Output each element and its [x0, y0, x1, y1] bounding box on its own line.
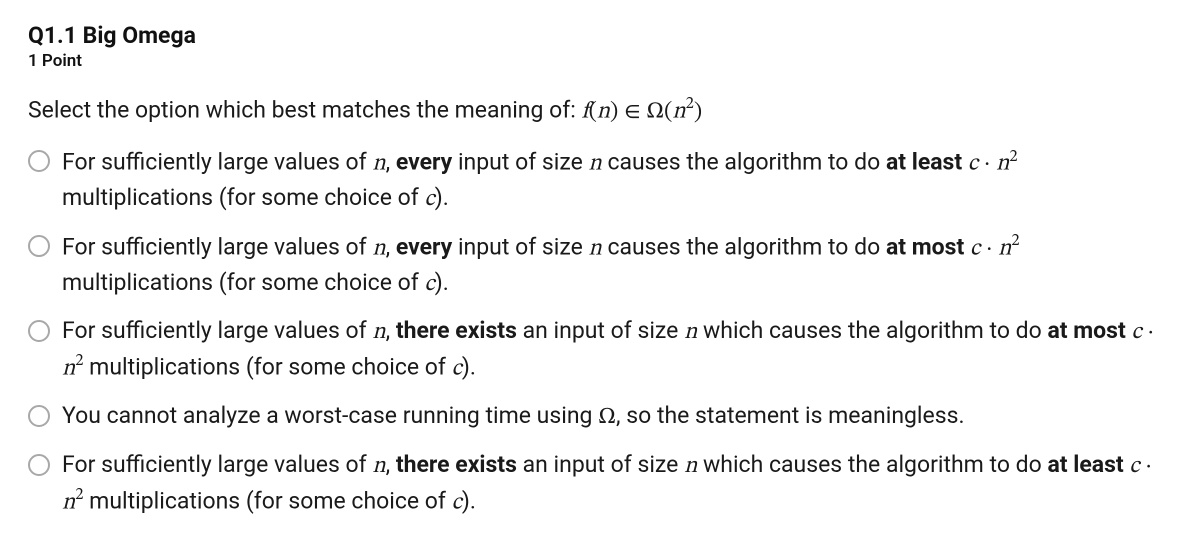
radio-icon[interactable] [28, 454, 50, 476]
option-3[interactable]: For sufficiently large values of n, ther… [28, 315, 1172, 386]
option-5-text: For sufficiently large values of n, ther… [62, 449, 1172, 520]
question-points: 1 Point [28, 51, 1172, 71]
question-name: Big Omega [83, 22, 196, 49]
radio-icon[interactable] [28, 235, 50, 257]
option-2[interactable]: For sufficiently large values of n, ever… [28, 230, 1172, 301]
option-4-text: You cannot analyze a worst-case running … [62, 400, 965, 435]
option-1-text: For sufficiently large values of n, ever… [62, 145, 1172, 216]
option-4[interactable]: You cannot analyze a worst-case running … [28, 400, 1172, 435]
option-3-text: For sufficiently large values of n, ther… [62, 315, 1172, 386]
question-number: Q1.1 [28, 22, 77, 49]
question-prompt: Select the option which best matches the… [28, 93, 1172, 129]
options-group: For sufficiently large values of n, ever… [28, 145, 1172, 520]
option-1[interactable]: For sufficiently large values of n, ever… [28, 145, 1172, 216]
radio-icon[interactable] [28, 405, 50, 427]
option-2-text: For sufficiently large values of n, ever… [62, 230, 1172, 301]
radio-icon[interactable] [28, 150, 50, 172]
question-title: Q1.1 Big Omega [28, 22, 1172, 49]
radio-icon[interactable] [28, 320, 50, 342]
option-5[interactable]: For sufficiently large values of n, ther… [28, 449, 1172, 520]
question-container: Q1.1 Big Omega 1 Point Select the option… [0, 0, 1200, 544]
